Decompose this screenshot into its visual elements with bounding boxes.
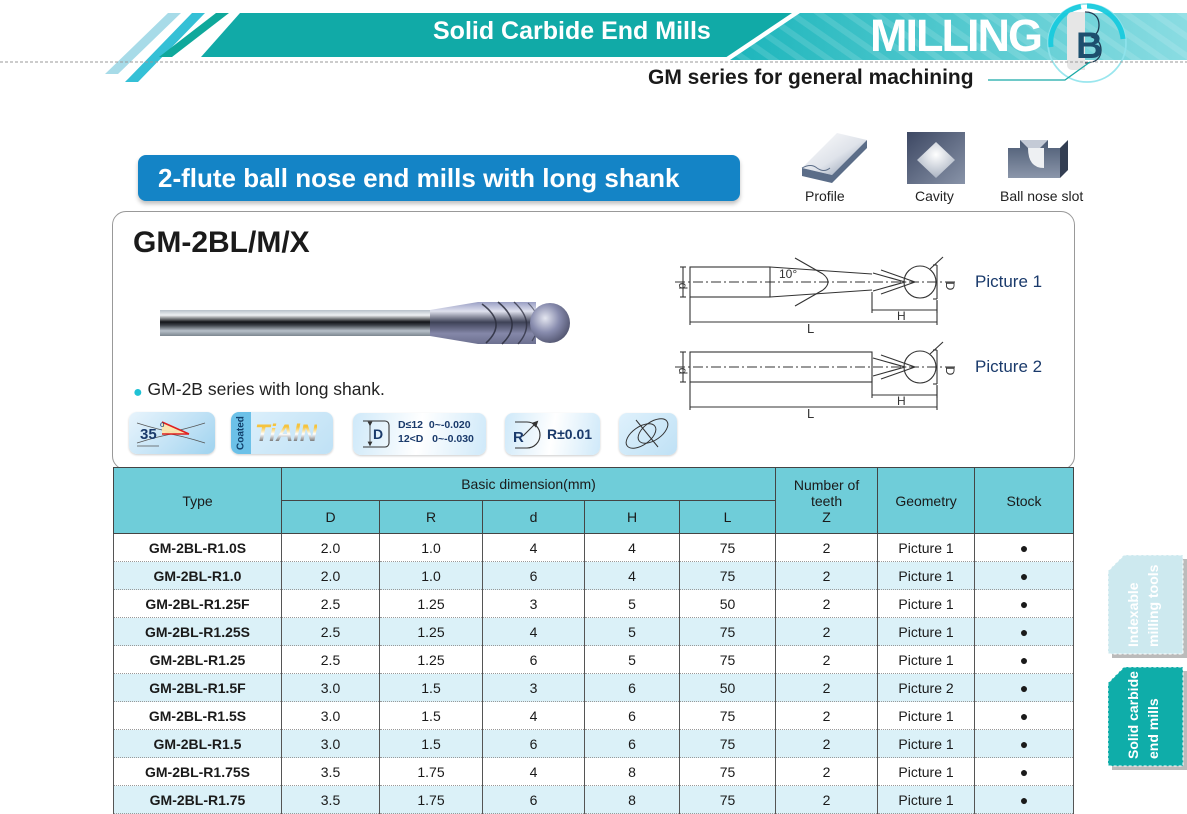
svg-text:H: H xyxy=(897,394,906,408)
svg-text:Indexable: Indexable xyxy=(1125,582,1141,647)
svg-text:35: 35 xyxy=(140,426,157,443)
svg-text:D: D xyxy=(943,367,957,376)
svg-text:H: H xyxy=(897,309,906,323)
svg-text:end mills: end mills xyxy=(1145,698,1161,759)
svg-text:R: R xyxy=(941,340,950,343)
svg-text:d: d xyxy=(676,283,690,290)
svg-text:L: L xyxy=(807,406,814,420)
svg-text:L: L xyxy=(807,321,814,335)
svg-text:R: R xyxy=(513,429,524,446)
svg-text:Solid carbide: Solid carbide xyxy=(1125,671,1141,759)
svg-text:o: o xyxy=(160,420,165,429)
svg-text:Picture 1: Picture 1 xyxy=(975,272,1042,291)
svg-text:d: d xyxy=(676,368,690,375)
svg-text:D: D xyxy=(373,426,383,442)
svg-text:10°: 10° xyxy=(779,267,797,281)
svg-text:R: R xyxy=(941,255,950,258)
svg-text:D: D xyxy=(943,282,957,291)
svg-text:Picture 2: Picture 2 xyxy=(975,357,1042,376)
svg-text:milling tools: milling tools xyxy=(1145,564,1161,647)
